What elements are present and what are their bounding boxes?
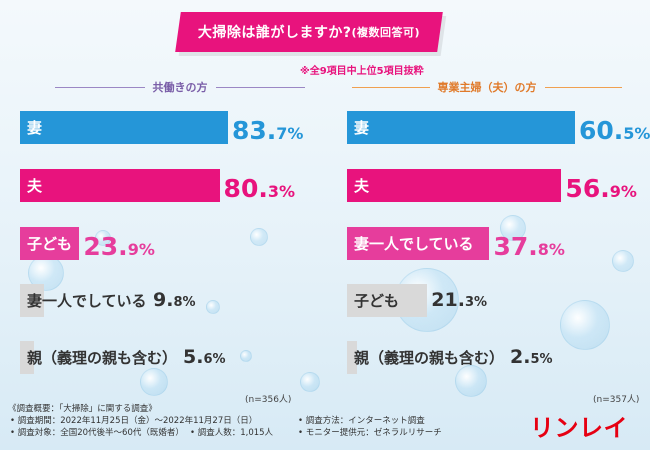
bar-category-label: 子ども bbox=[354, 292, 400, 310]
value-integer: 37. bbox=[493, 232, 538, 261]
bubble-decoration bbox=[240, 350, 252, 362]
value-decimal: 9% bbox=[609, 182, 637, 201]
header-line bbox=[215, 86, 305, 88]
footer-period: • 調査期間：2022年11月25日（金）〜2022年11月27日（日） bbox=[10, 416, 258, 426]
footer-method: • 調査方法：インターネット調査 bbox=[298, 416, 425, 426]
bubble-decoration bbox=[140, 368, 168, 396]
bubble-decoration bbox=[300, 372, 320, 392]
title-suffix: (複数回答可) bbox=[351, 26, 421, 39]
bar-left bbox=[20, 227, 80, 260]
bar-value-label: 2. 5% bbox=[510, 341, 553, 374]
subtitle-note: ※全9項目中上位5項目抜粋 bbox=[300, 66, 424, 77]
bar-right bbox=[347, 227, 490, 260]
right-sample-size: (n=357人) bbox=[593, 395, 640, 405]
header-line bbox=[55, 86, 145, 88]
bubble-decoration bbox=[500, 215, 526, 241]
right-section-header: 専業主婦（夫）の方 bbox=[352, 79, 622, 95]
value-integer: 56. bbox=[565, 174, 610, 203]
bubble-decoration bbox=[250, 228, 268, 246]
value-integer: 60. bbox=[579, 116, 624, 145]
bar-left bbox=[20, 284, 45, 317]
bubble-decoration bbox=[455, 365, 487, 397]
value-decimal: 3% bbox=[267, 182, 296, 201]
bar-left bbox=[20, 341, 34, 374]
bar-category-label: 親（義理の親も含む） bbox=[354, 349, 505, 367]
right-chart-title: 専業主婦（夫）の方 bbox=[437, 81, 537, 94]
bubble-decoration bbox=[95, 230, 111, 246]
value-decimal: 6% bbox=[203, 352, 226, 367]
value-integer: 21. bbox=[431, 289, 465, 311]
bubble-decoration bbox=[560, 300, 610, 350]
bar-value-label: 23. 9% bbox=[83, 227, 155, 261]
header-line bbox=[352, 86, 430, 88]
value-integer: 9. bbox=[153, 289, 174, 311]
bar-right bbox=[347, 169, 562, 202]
value-integer: 23. bbox=[83, 232, 128, 261]
footer-target: • 調査対象：全国20代後半〜60代（既婚者） bbox=[10, 428, 184, 438]
bar-category-label: 妻一人でしている bbox=[27, 292, 147, 310]
bar-value-label: 60. 5% bbox=[579, 111, 650, 145]
value-integer: 5. bbox=[183, 346, 204, 368]
value-decimal: 8% bbox=[537, 240, 565, 259]
bar-category-label: 妻 bbox=[27, 119, 43, 137]
left-chart-title: 共働きの方 bbox=[152, 81, 208, 94]
value-decimal: 8% bbox=[173, 295, 196, 310]
footer-count: • 調査人数：1,015人 bbox=[190, 428, 274, 438]
bar-left bbox=[20, 169, 220, 202]
bar-right bbox=[347, 284, 428, 317]
value-integer: 83. bbox=[232, 116, 277, 145]
bar-right bbox=[347, 341, 357, 374]
bar-right bbox=[347, 111, 575, 144]
bubble-decoration bbox=[612, 250, 634, 272]
left-section-header: 共働きの方 bbox=[55, 79, 305, 95]
bar-value-label: 83. 7% bbox=[232, 111, 304, 145]
bar-category-label: 妻一人でしている bbox=[354, 235, 474, 253]
left-sample-size: (n=356人) bbox=[245, 395, 292, 405]
bar-category-label: 親（義理の親も含む） bbox=[27, 349, 178, 367]
bar-left bbox=[20, 111, 228, 144]
bar-value-label: 21. 3% bbox=[431, 284, 487, 317]
header-line bbox=[544, 86, 622, 88]
value-decimal: 7% bbox=[276, 124, 304, 143]
title-main: 大掃除は誰がしますか? bbox=[197, 25, 352, 41]
footer-heading: 《調査概要：「大掃除」に関する調査》 bbox=[8, 404, 157, 414]
bar-value-label: 9. 8% bbox=[153, 284, 196, 317]
bar-value-label: 56. 9% bbox=[565, 169, 637, 203]
bubble-decoration bbox=[206, 300, 220, 314]
bar-value-label: 37. 8% bbox=[493, 227, 565, 261]
value-integer: 2. bbox=[510, 346, 531, 368]
value-decimal: 9% bbox=[127, 240, 155, 259]
chart-title: 大掃除は誰がしますか? (複数回答可) bbox=[178, 12, 440, 52]
value-integer: 80. bbox=[223, 174, 268, 203]
brand-logo: リンレイ bbox=[530, 414, 628, 442]
bar-category-label: 妻 bbox=[354, 119, 370, 137]
bar-category-label: 夫 bbox=[354, 177, 370, 195]
value-decimal: 5% bbox=[623, 124, 650, 143]
bar-value-label: 80. 3% bbox=[223, 169, 296, 203]
footer-provider: • モニター提供元：ゼネラルリサーチ bbox=[298, 428, 442, 438]
bar-category-label: 夫 bbox=[27, 177, 43, 195]
value-decimal: 5% bbox=[530, 352, 553, 367]
bar-value-label: 5. 6% bbox=[183, 341, 226, 374]
value-decimal: 3% bbox=[464, 295, 488, 310]
bar-category-label: 子ども bbox=[27, 235, 73, 253]
